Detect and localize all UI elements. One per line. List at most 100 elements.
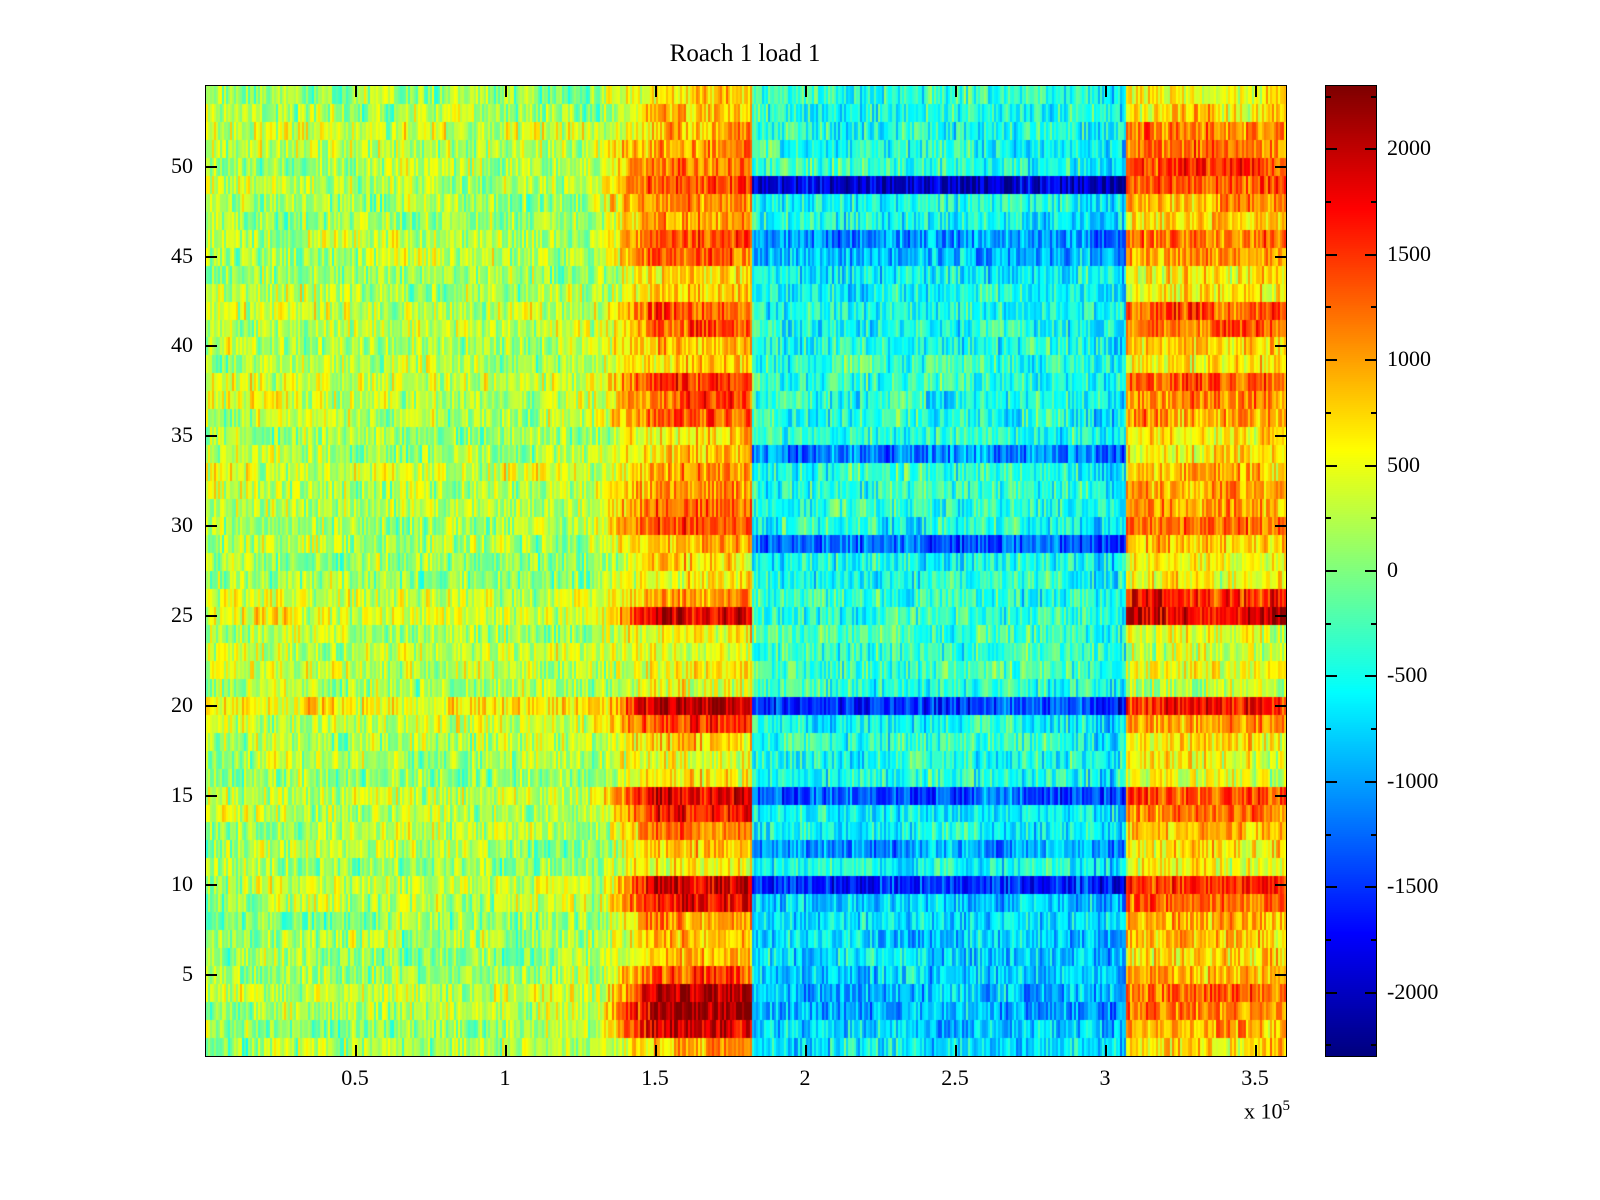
axis-tick: [1275, 435, 1286, 437]
colorbar-tick-label: -500: [1387, 662, 1428, 687]
axis-tick: [1326, 254, 1337, 256]
x-tick-label: 3: [1099, 1065, 1111, 1090]
colorbar-tick-label: 0: [1387, 557, 1398, 582]
chart-title: Roach 1 load 1: [669, 40, 821, 67]
x-axis-multiplier: x 105: [1180, 1098, 1290, 1124]
axis-tick: [1326, 939, 1331, 941]
axis-tick: [206, 525, 217, 527]
axis-tick: [1365, 570, 1376, 572]
x-tick-label: 2: [799, 1065, 811, 1090]
x-tick-label: 0.5: [341, 1065, 369, 1090]
axis-tick: [1365, 781, 1376, 783]
axis-tick: [955, 86, 957, 97]
y-tick-label: 20: [171, 691, 193, 717]
axis-tick: [1371, 306, 1376, 308]
colorbar-tick-label: 1000: [1387, 346, 1431, 371]
x-axis-multiplier-exponent: 5: [1282, 1098, 1291, 1114]
axis-tick: [1275, 345, 1286, 347]
axis-tick: [206, 435, 217, 437]
axis-tick: [655, 86, 657, 97]
axis-tick: [1326, 517, 1331, 519]
axis-tick: [1326, 1044, 1331, 1046]
axis-tick: [1326, 412, 1331, 414]
axis-tick: [1275, 525, 1286, 527]
axis-tick: [206, 166, 217, 168]
axis-tick: [1326, 201, 1331, 203]
axis-tick: [1365, 675, 1376, 677]
x-axis-multiplier-base: x 10: [1244, 1098, 1283, 1124]
axis-tick: [1105, 1045, 1107, 1056]
y-tick-label: 30: [171, 512, 193, 538]
axis-tick: [355, 86, 357, 97]
axis-tick: [206, 345, 217, 347]
colorbar-tick-label: 2000: [1387, 135, 1431, 160]
axis-tick: [655, 1045, 657, 1056]
axis-tick: [1326, 359, 1337, 361]
axis-tick: [1275, 166, 1286, 168]
y-tick-label: 50: [171, 152, 193, 178]
colorbar-tick-label: 500: [1387, 452, 1420, 477]
y-tick-label: 45: [171, 242, 193, 268]
y-tick-label: 40: [171, 332, 193, 358]
axis-tick: [505, 1045, 507, 1056]
heatmap-plot: [205, 85, 1287, 1057]
axis-tick: [1326, 992, 1337, 994]
y-tick-label: 15: [171, 781, 193, 807]
axis-tick: [1326, 306, 1331, 308]
axis-tick: [1371, 728, 1376, 730]
colorbar-tick-label: -2000: [1387, 979, 1439, 1004]
axis-tick: [355, 1045, 357, 1056]
axis-tick: [1326, 781, 1337, 783]
axis-tick: [1326, 675, 1337, 677]
axis-tick: [805, 86, 807, 97]
axis-tick: [1255, 86, 1257, 97]
colorbar: [1325, 85, 1377, 1057]
axis-tick: [1371, 623, 1376, 625]
x-tick-label: 2.5: [941, 1065, 969, 1090]
axis-tick: [1275, 795, 1286, 797]
axis-tick: [1326, 623, 1331, 625]
axis-tick: [1365, 465, 1376, 467]
axis-tick: [1371, 939, 1376, 941]
axis-tick: [805, 1045, 807, 1056]
axis-tick: [1275, 705, 1286, 707]
axis-tick: [206, 884, 217, 886]
axis-tick: [1371, 517, 1376, 519]
axis-tick: [1326, 96, 1331, 98]
axis-tick: [1371, 1044, 1376, 1046]
y-tick-label: 35: [171, 422, 193, 448]
x-tick-label: 1: [499, 1065, 511, 1090]
axis-tick: [1275, 884, 1286, 886]
axis-tick: [1365, 254, 1376, 256]
axis-tick: [1365, 886, 1376, 888]
axis-tick: [1365, 148, 1376, 150]
y-tick-label: 5: [182, 961, 193, 987]
x-tick-label: 3.5: [1241, 1065, 1269, 1090]
axis-tick: [1275, 974, 1286, 976]
axis-tick: [1371, 201, 1376, 203]
axis-tick: [206, 615, 217, 617]
axis-tick: [206, 795, 217, 797]
axis-tick: [1275, 615, 1286, 617]
axis-tick: [1371, 96, 1376, 98]
axis-tick: [955, 1045, 957, 1056]
axis-tick: [1105, 86, 1107, 97]
axis-tick: [1275, 256, 1286, 258]
axis-tick: [1326, 465, 1337, 467]
y-tick-label: 25: [171, 601, 193, 627]
colorbar-tick-label: -1000: [1387, 768, 1439, 793]
colorbar-tick-label: 1500: [1387, 241, 1431, 266]
axis-tick: [206, 705, 217, 707]
heatmap-canvas: [206, 86, 1286, 1056]
y-tick-label: 10: [171, 871, 193, 897]
axis-tick: [1326, 570, 1337, 572]
axis-tick: [1326, 834, 1331, 836]
axis-tick: [1326, 728, 1331, 730]
axis-tick: [1326, 886, 1337, 888]
axis-tick: [206, 974, 217, 976]
axis-tick: [1365, 992, 1376, 994]
axis-tick: [1255, 1045, 1257, 1056]
axis-tick: [1326, 148, 1337, 150]
axis-tick: [505, 86, 507, 97]
